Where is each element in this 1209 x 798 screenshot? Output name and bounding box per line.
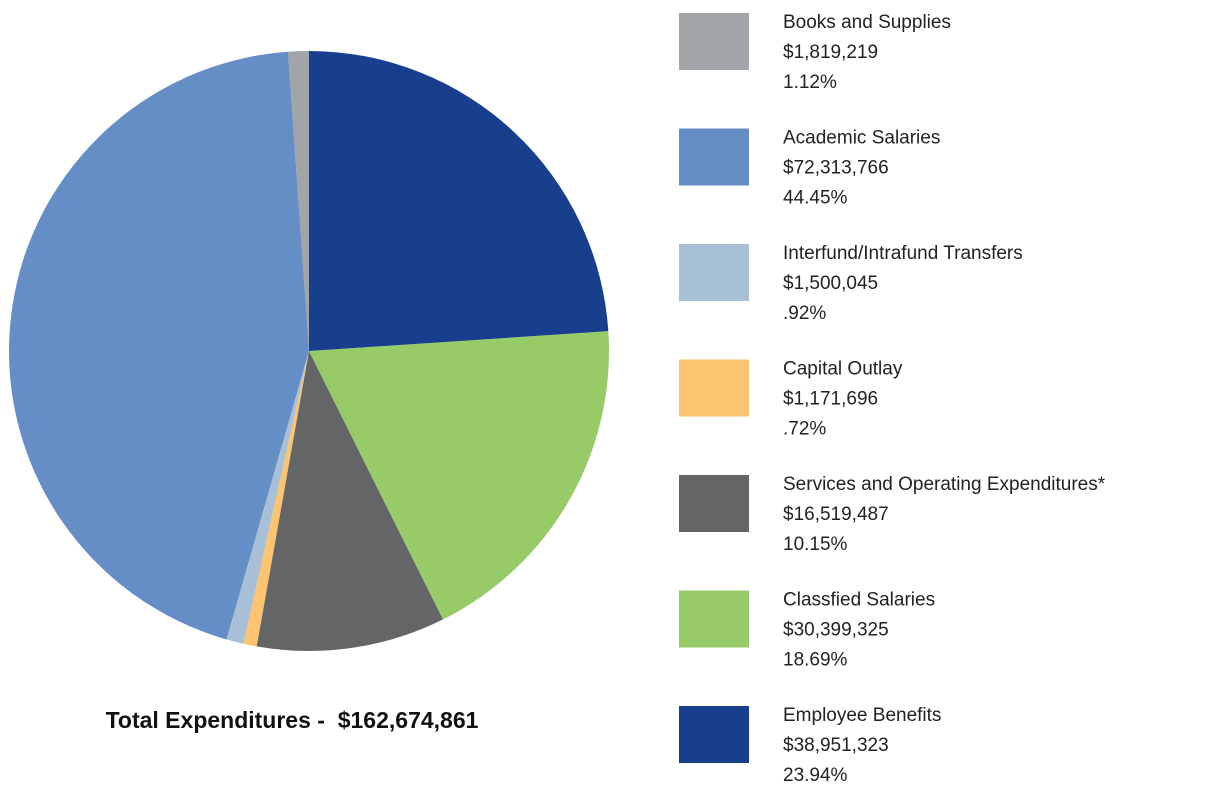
legend-swatch [679, 13, 749, 70]
pie-slice [309, 331, 609, 620]
legend-value: $38,951,323 [783, 735, 889, 756]
legend-swatch [679, 244, 749, 301]
legend-swatch [679, 475, 749, 532]
legend-swatch [679, 128, 749, 186]
legend-value: $72,313,766 [783, 158, 889, 179]
legend-label: Academic Salaries [783, 128, 940, 149]
pie-slice [256, 351, 443, 651]
legend-label: Services and Operating Expenditures* [783, 474, 1106, 495]
legend-label: Capital Outlay [783, 359, 903, 380]
legend-percent: .72% [783, 419, 826, 440]
pie-slice [8, 51, 310, 640]
legend-value: $16,519,487 [783, 504, 889, 525]
legend-label: Books and Supplies [783, 12, 951, 33]
legend-value: $1,500,045 [783, 273, 878, 294]
legend-label: Interfund/Intrafund Transfers [783, 243, 1023, 264]
legend-value: $1,819,219 [783, 42, 878, 63]
legend-swatch [679, 359, 749, 417]
legend-percent: .92% [783, 303, 826, 324]
legend-percent: 1.12% [783, 72, 837, 93]
legend-label: Classfied Salaries [783, 590, 935, 611]
legend-swatch [679, 706, 749, 763]
total-label: Total Expenditures - $162,674,861 [106, 707, 479, 733]
pie-slice [287, 51, 309, 351]
pie-slice [226, 351, 309, 644]
legend-swatch [679, 590, 749, 648]
legend-percent: 10.15% [783, 534, 848, 555]
legend-percent: 44.45% [783, 188, 848, 209]
legend-value: $1,171,696 [783, 389, 878, 410]
legend-percent: 18.69% [783, 650, 848, 671]
legend-label: Employee Benefits [783, 705, 941, 726]
pie-slice [309, 51, 609, 351]
pie-slice [243, 351, 309, 647]
legend-percent: 23.94% [783, 765, 848, 786]
legend-value: $30,399,325 [783, 620, 889, 641]
